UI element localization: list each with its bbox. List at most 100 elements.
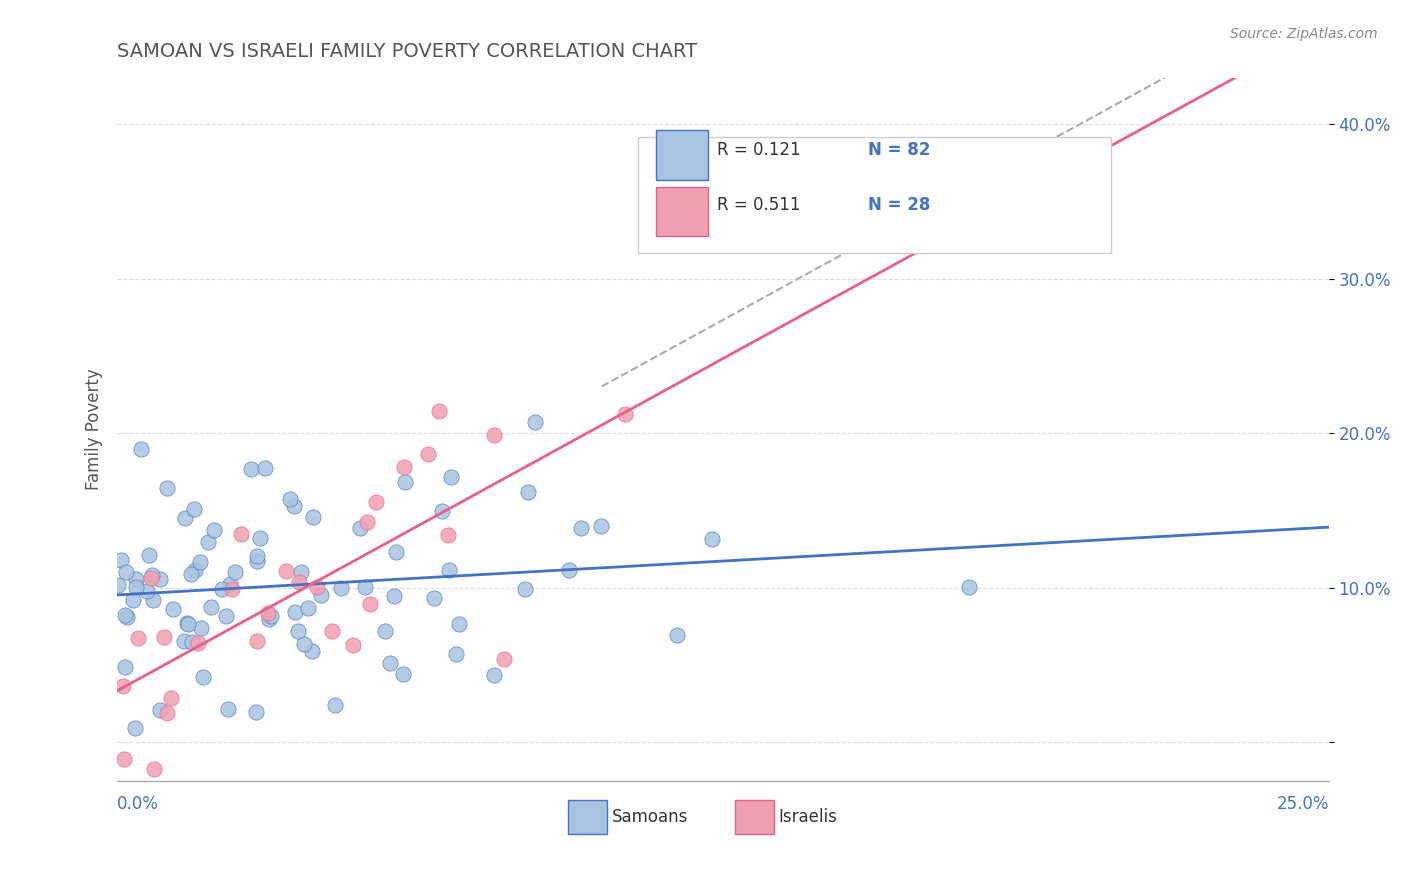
FancyBboxPatch shape <box>568 800 606 834</box>
Point <box>394 475 416 490</box>
Point <box>374 624 396 639</box>
Point <box>107 578 129 592</box>
Point <box>290 566 312 580</box>
Text: 25.0%: 25.0% <box>1277 795 1329 813</box>
Point <box>141 568 163 582</box>
Point <box>449 616 471 631</box>
Point <box>215 608 238 623</box>
Point <box>482 668 505 682</box>
Point <box>149 703 172 717</box>
Point <box>202 523 225 537</box>
Point <box>613 407 636 421</box>
Point <box>440 470 463 484</box>
Point <box>112 680 135 694</box>
Point <box>114 608 136 623</box>
Point <box>177 616 200 631</box>
Point <box>482 428 505 442</box>
Point <box>135 584 157 599</box>
Point <box>180 635 202 649</box>
Point <box>558 563 581 577</box>
Point <box>138 549 160 563</box>
Point <box>437 563 460 577</box>
Point <box>278 492 301 507</box>
Point <box>254 460 277 475</box>
Point <box>112 752 135 766</box>
Point <box>423 591 446 605</box>
Point <box>217 702 239 716</box>
Point <box>187 636 209 650</box>
Point <box>245 706 267 720</box>
Text: R = 0.121: R = 0.121 <box>717 141 800 159</box>
Point <box>523 416 546 430</box>
Point <box>142 762 165 776</box>
Point <box>665 627 688 641</box>
Point <box>162 601 184 615</box>
Text: Israelis: Israelis <box>779 807 838 826</box>
Point <box>378 657 401 671</box>
Point <box>184 564 207 578</box>
Point <box>197 535 219 549</box>
Point <box>700 532 723 546</box>
Point <box>276 565 298 579</box>
Point <box>354 581 377 595</box>
FancyBboxPatch shape <box>657 130 709 179</box>
Text: R = 0.511: R = 0.511 <box>717 196 800 214</box>
Point <box>427 404 450 418</box>
Point <box>292 637 315 651</box>
Point <box>283 499 305 513</box>
Point <box>591 519 613 533</box>
Point <box>221 582 243 597</box>
Point <box>173 633 195 648</box>
Point <box>957 581 980 595</box>
Point <box>392 460 415 475</box>
Y-axis label: Family Poverty: Family Poverty <box>86 368 103 490</box>
Point <box>284 605 307 619</box>
Point <box>179 566 201 581</box>
Point <box>416 447 439 461</box>
Point <box>115 610 138 624</box>
Point <box>305 580 328 594</box>
Point <box>219 577 242 591</box>
Point <box>191 670 214 684</box>
Point <box>174 511 197 525</box>
Point <box>309 588 332 602</box>
Point <box>224 565 246 579</box>
Point <box>330 581 353 595</box>
Point <box>515 582 537 596</box>
Point <box>155 481 177 495</box>
Point <box>382 589 405 603</box>
Point <box>359 597 381 611</box>
Point <box>302 510 325 524</box>
FancyBboxPatch shape <box>638 137 1111 253</box>
Point <box>430 504 453 518</box>
Point <box>124 721 146 735</box>
Text: 0.0%: 0.0% <box>117 795 159 813</box>
Point <box>569 520 592 534</box>
Point <box>323 698 346 713</box>
Point <box>142 593 165 607</box>
Point <box>349 520 371 534</box>
Point <box>492 652 515 666</box>
Point <box>288 574 311 589</box>
Point <box>110 553 132 567</box>
Text: SAMOAN VS ISRAELI FAMILY POVERTY CORRELATION CHART: SAMOAN VS ISRAELI FAMILY POVERTY CORRELA… <box>117 42 697 61</box>
Point <box>139 571 162 585</box>
Point <box>122 593 145 607</box>
Point <box>211 582 233 596</box>
Point <box>392 667 415 681</box>
Text: N = 82: N = 82 <box>869 141 931 159</box>
Point <box>517 484 540 499</box>
Point <box>287 624 309 638</box>
Point <box>249 531 271 545</box>
Point <box>356 515 378 529</box>
Point <box>257 612 280 626</box>
Point <box>437 528 460 542</box>
FancyBboxPatch shape <box>657 186 709 235</box>
FancyBboxPatch shape <box>735 800 773 834</box>
Point <box>240 461 263 475</box>
Point <box>114 566 136 580</box>
Point <box>260 609 283 624</box>
Point <box>256 606 278 620</box>
Point <box>200 599 222 614</box>
Point <box>246 554 269 568</box>
